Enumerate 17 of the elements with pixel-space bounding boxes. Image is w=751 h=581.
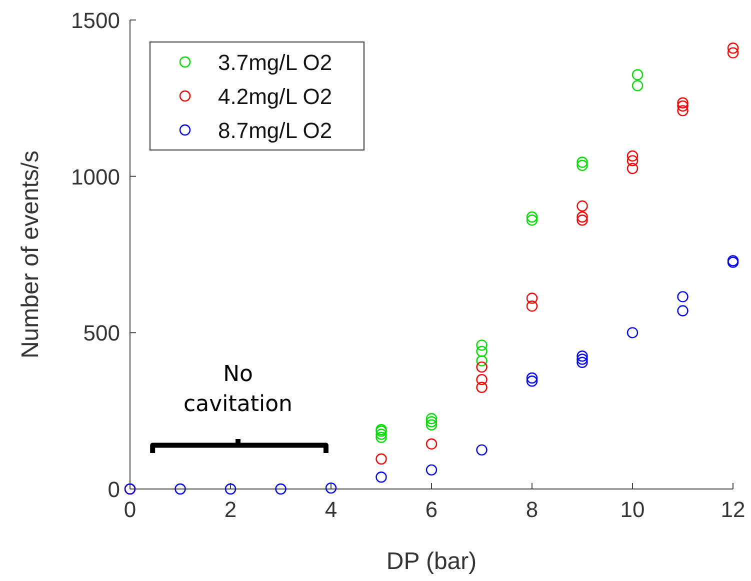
x-tick-label: 4: [324, 497, 338, 522]
legend-label: 3.7mg/L O2: [218, 50, 332, 75]
annotation: No cavitation: [184, 362, 293, 418]
x-tick-label: 0: [124, 497, 136, 522]
x-tick-label: 6: [425, 497, 438, 522]
y-axis-title: Number of events/s: [17, 150, 44, 359]
y-tick-label: 500: [83, 320, 120, 346]
x-tick-label: 2: [224, 497, 237, 522]
y-tick-label: 1500: [71, 8, 120, 33]
x-tick-label: 8: [526, 497, 538, 522]
legend-label: 8.7mg/L O2: [218, 118, 332, 143]
legend-label: 4.2mg/L O2: [218, 84, 332, 109]
x-tick-label: 12: [720, 497, 746, 522]
y-tick-label: 0: [108, 477, 120, 502]
y-tick-label: 1000: [71, 164, 120, 190]
x-tick-label: 10: [620, 497, 645, 522]
x-axis-title: DP (bar): [386, 548, 477, 575]
